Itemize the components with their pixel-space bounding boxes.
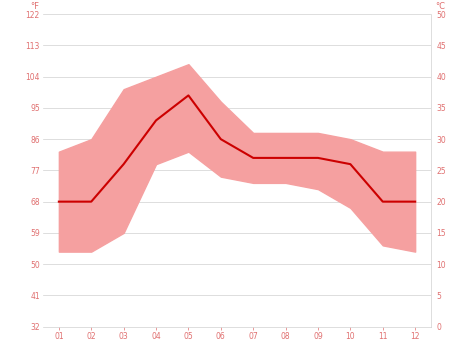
Text: °F: °F — [30, 2, 39, 11]
Text: °C: °C — [435, 2, 445, 11]
